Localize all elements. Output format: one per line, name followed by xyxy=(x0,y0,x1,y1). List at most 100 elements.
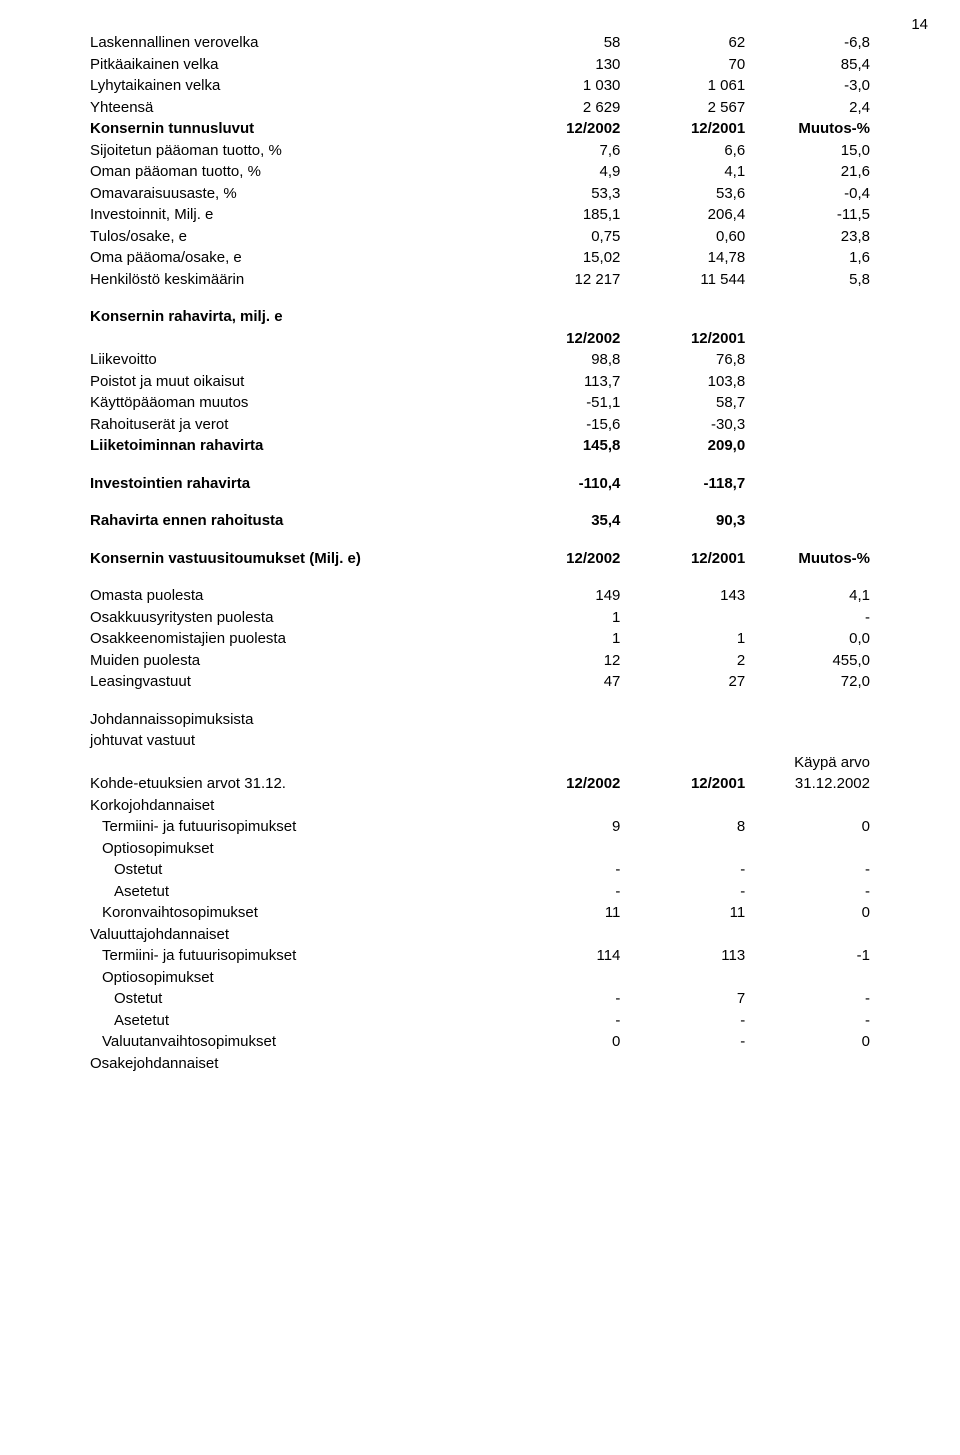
cell-v2 xyxy=(620,607,745,629)
cell-v2: 90,3 xyxy=(620,510,745,532)
cell-v1: 47 xyxy=(496,671,621,693)
col-12-2002: 12/2002 xyxy=(496,548,621,570)
table-row: Poistot ja muut oikaisut113,7103,8 xyxy=(90,371,870,393)
cell-v1: 0 xyxy=(496,1031,621,1053)
cell-v2: -30,3 xyxy=(620,414,745,436)
cell-v1: -51,1 xyxy=(496,392,621,414)
cell-label: Koronvaihtosopimukset xyxy=(90,902,496,924)
cell-label: Investointien rahavirta xyxy=(90,473,496,495)
cell-v3: 0 xyxy=(745,902,870,924)
cell-v2: 11 544 xyxy=(620,269,745,291)
cell-label: Yhteensä xyxy=(90,97,496,119)
cell-v3: 5,8 xyxy=(745,269,870,291)
table-row: Optiosopimukset xyxy=(90,838,870,860)
vastuu-header: Konsernin vastuusitoumukset (Milj. e) 12… xyxy=(90,548,870,570)
cell-v2: 1 xyxy=(620,628,745,650)
cell-v3: 15,0 xyxy=(745,140,870,162)
table-row: Ostetut-7- xyxy=(90,988,870,1010)
table-row: Koronvaihtosopimukset11110 xyxy=(90,902,870,924)
cell-v1: - xyxy=(496,988,621,1010)
cell-v1: 130 xyxy=(496,54,621,76)
cell-label: Liikevoitto xyxy=(90,349,496,371)
cell-label: Liiketoiminnan rahavirta xyxy=(90,435,496,457)
table-row: Optiosopimukset xyxy=(90,967,870,989)
cell-v3 xyxy=(745,1053,870,1075)
cell-v2: 27 xyxy=(620,671,745,693)
cell-v2: 76,8 xyxy=(620,349,745,371)
rahavirta-header: 12/2002 12/2001 xyxy=(90,328,870,350)
gap-row xyxy=(90,569,870,585)
cell-v1: 145,8 xyxy=(496,435,621,457)
cell-v2: 53,6 xyxy=(620,183,745,205)
col-muutos: Muutos-% xyxy=(745,118,870,140)
cell-v3: - xyxy=(745,988,870,1010)
cell-label: Asetetut xyxy=(90,881,496,903)
cell-v3 xyxy=(745,838,870,860)
table-row: Yhteensä2 6292 5672,4 xyxy=(90,97,870,119)
rahavirta-title-row: Konsernin rahavirta, milj. e xyxy=(90,306,870,328)
cell-v1: 35,4 xyxy=(496,510,621,532)
cell-v2: - xyxy=(620,881,745,903)
cell-v3: -1 xyxy=(745,945,870,967)
table-row: Rahoituserät ja verot-15,6-30,3 xyxy=(90,414,870,436)
cell-v1: 4,9 xyxy=(496,161,621,183)
cell-v2 xyxy=(620,1053,745,1075)
table-row: Asetetut--- xyxy=(90,881,870,903)
cell-v1: 98,8 xyxy=(496,349,621,371)
cell-v1 xyxy=(496,967,621,989)
cell-v3: - xyxy=(745,859,870,881)
table-row: Osakkuusyritysten puolesta1- xyxy=(90,607,870,629)
cell-v2: 6,6 xyxy=(620,140,745,162)
cell-label: Lyhytaikainen velka xyxy=(90,75,496,97)
cell-label: Poistot ja muut oikaisut xyxy=(90,371,496,393)
cell-label: Ostetut xyxy=(90,859,496,881)
cell-label: Muiden puolesta xyxy=(90,650,496,672)
cell-v3: -6,8 xyxy=(745,32,870,54)
cell-label: Sijoitetun pääoman tuotto, % xyxy=(90,140,496,162)
cell-label: Asetetut xyxy=(90,1010,496,1032)
col-12-2002: 12/2002 xyxy=(496,328,621,350)
cell-v2 xyxy=(620,838,745,860)
table-row: Omavaraisuusaste, %53,353,6-0,4 xyxy=(90,183,870,205)
gap-row xyxy=(90,693,870,709)
cell-v1: - xyxy=(496,1010,621,1032)
table-row: Valuutanvaihtosopimukset0-0 xyxy=(90,1031,870,1053)
cell-v1 xyxy=(496,924,621,946)
cell-v2: 58,7 xyxy=(620,392,745,414)
cell-v2: 143 xyxy=(620,585,745,607)
cell-v3: -0,4 xyxy=(745,183,870,205)
cell-v1: 113,7 xyxy=(496,371,621,393)
cell-v1: -15,6 xyxy=(496,414,621,436)
cell-v3: 0 xyxy=(745,1031,870,1053)
cell-label: Omavaraisuusaste, % xyxy=(90,183,496,205)
kohde-header: Kohde-etuuksien arvot 31.12. 12/2002 12/… xyxy=(90,773,870,795)
cell-v2: 113 xyxy=(620,945,745,967)
cell-label: Pitkäaikainen velka xyxy=(90,54,496,76)
table-row: Leasingvastuut472772,0 xyxy=(90,671,870,693)
cell-v1 xyxy=(496,838,621,860)
cell-v1: 114 xyxy=(496,945,621,967)
cell-v2: 2 xyxy=(620,650,745,672)
cell-v3: 21,6 xyxy=(745,161,870,183)
cell-v2: -118,7 xyxy=(620,473,745,495)
cell-v1: - xyxy=(496,881,621,903)
cell-label: Osakejohdannaiset xyxy=(90,1053,496,1075)
table-row: Termiini- ja futuurisopimukset980 xyxy=(90,816,870,838)
cell-v1: 1 030 xyxy=(496,75,621,97)
cell-v3: 72,0 xyxy=(745,671,870,693)
cell-v2: 2 567 xyxy=(620,97,745,119)
tunnus-title: Konsernin tunnusluvut xyxy=(90,118,496,140)
table-row: Liiketoiminnan rahavirta145,8209,0 xyxy=(90,435,870,457)
cell-label: Laskennallinen verovelka xyxy=(90,32,496,54)
table-row: Rahavirta ennen rahoitusta35,490,3 xyxy=(90,510,870,532)
table-row: Pitkäaikainen velka1307085,4 xyxy=(90,54,870,76)
cell-v1: 53,3 xyxy=(496,183,621,205)
table-row: Valuuttajohdannaiset xyxy=(90,924,870,946)
cell-v3: - xyxy=(745,881,870,903)
table-row: Osakkeenomistajien puolesta110,0 xyxy=(90,628,870,650)
vastuu-title: Konsernin vastuusitoumukset (Milj. e) xyxy=(90,548,496,570)
cell-label: Optiosopimukset xyxy=(90,967,496,989)
cell-v1: 58 xyxy=(496,32,621,54)
col-12-2002: 12/2002 xyxy=(496,773,621,795)
col-12-2001: 12/2001 xyxy=(620,773,745,795)
